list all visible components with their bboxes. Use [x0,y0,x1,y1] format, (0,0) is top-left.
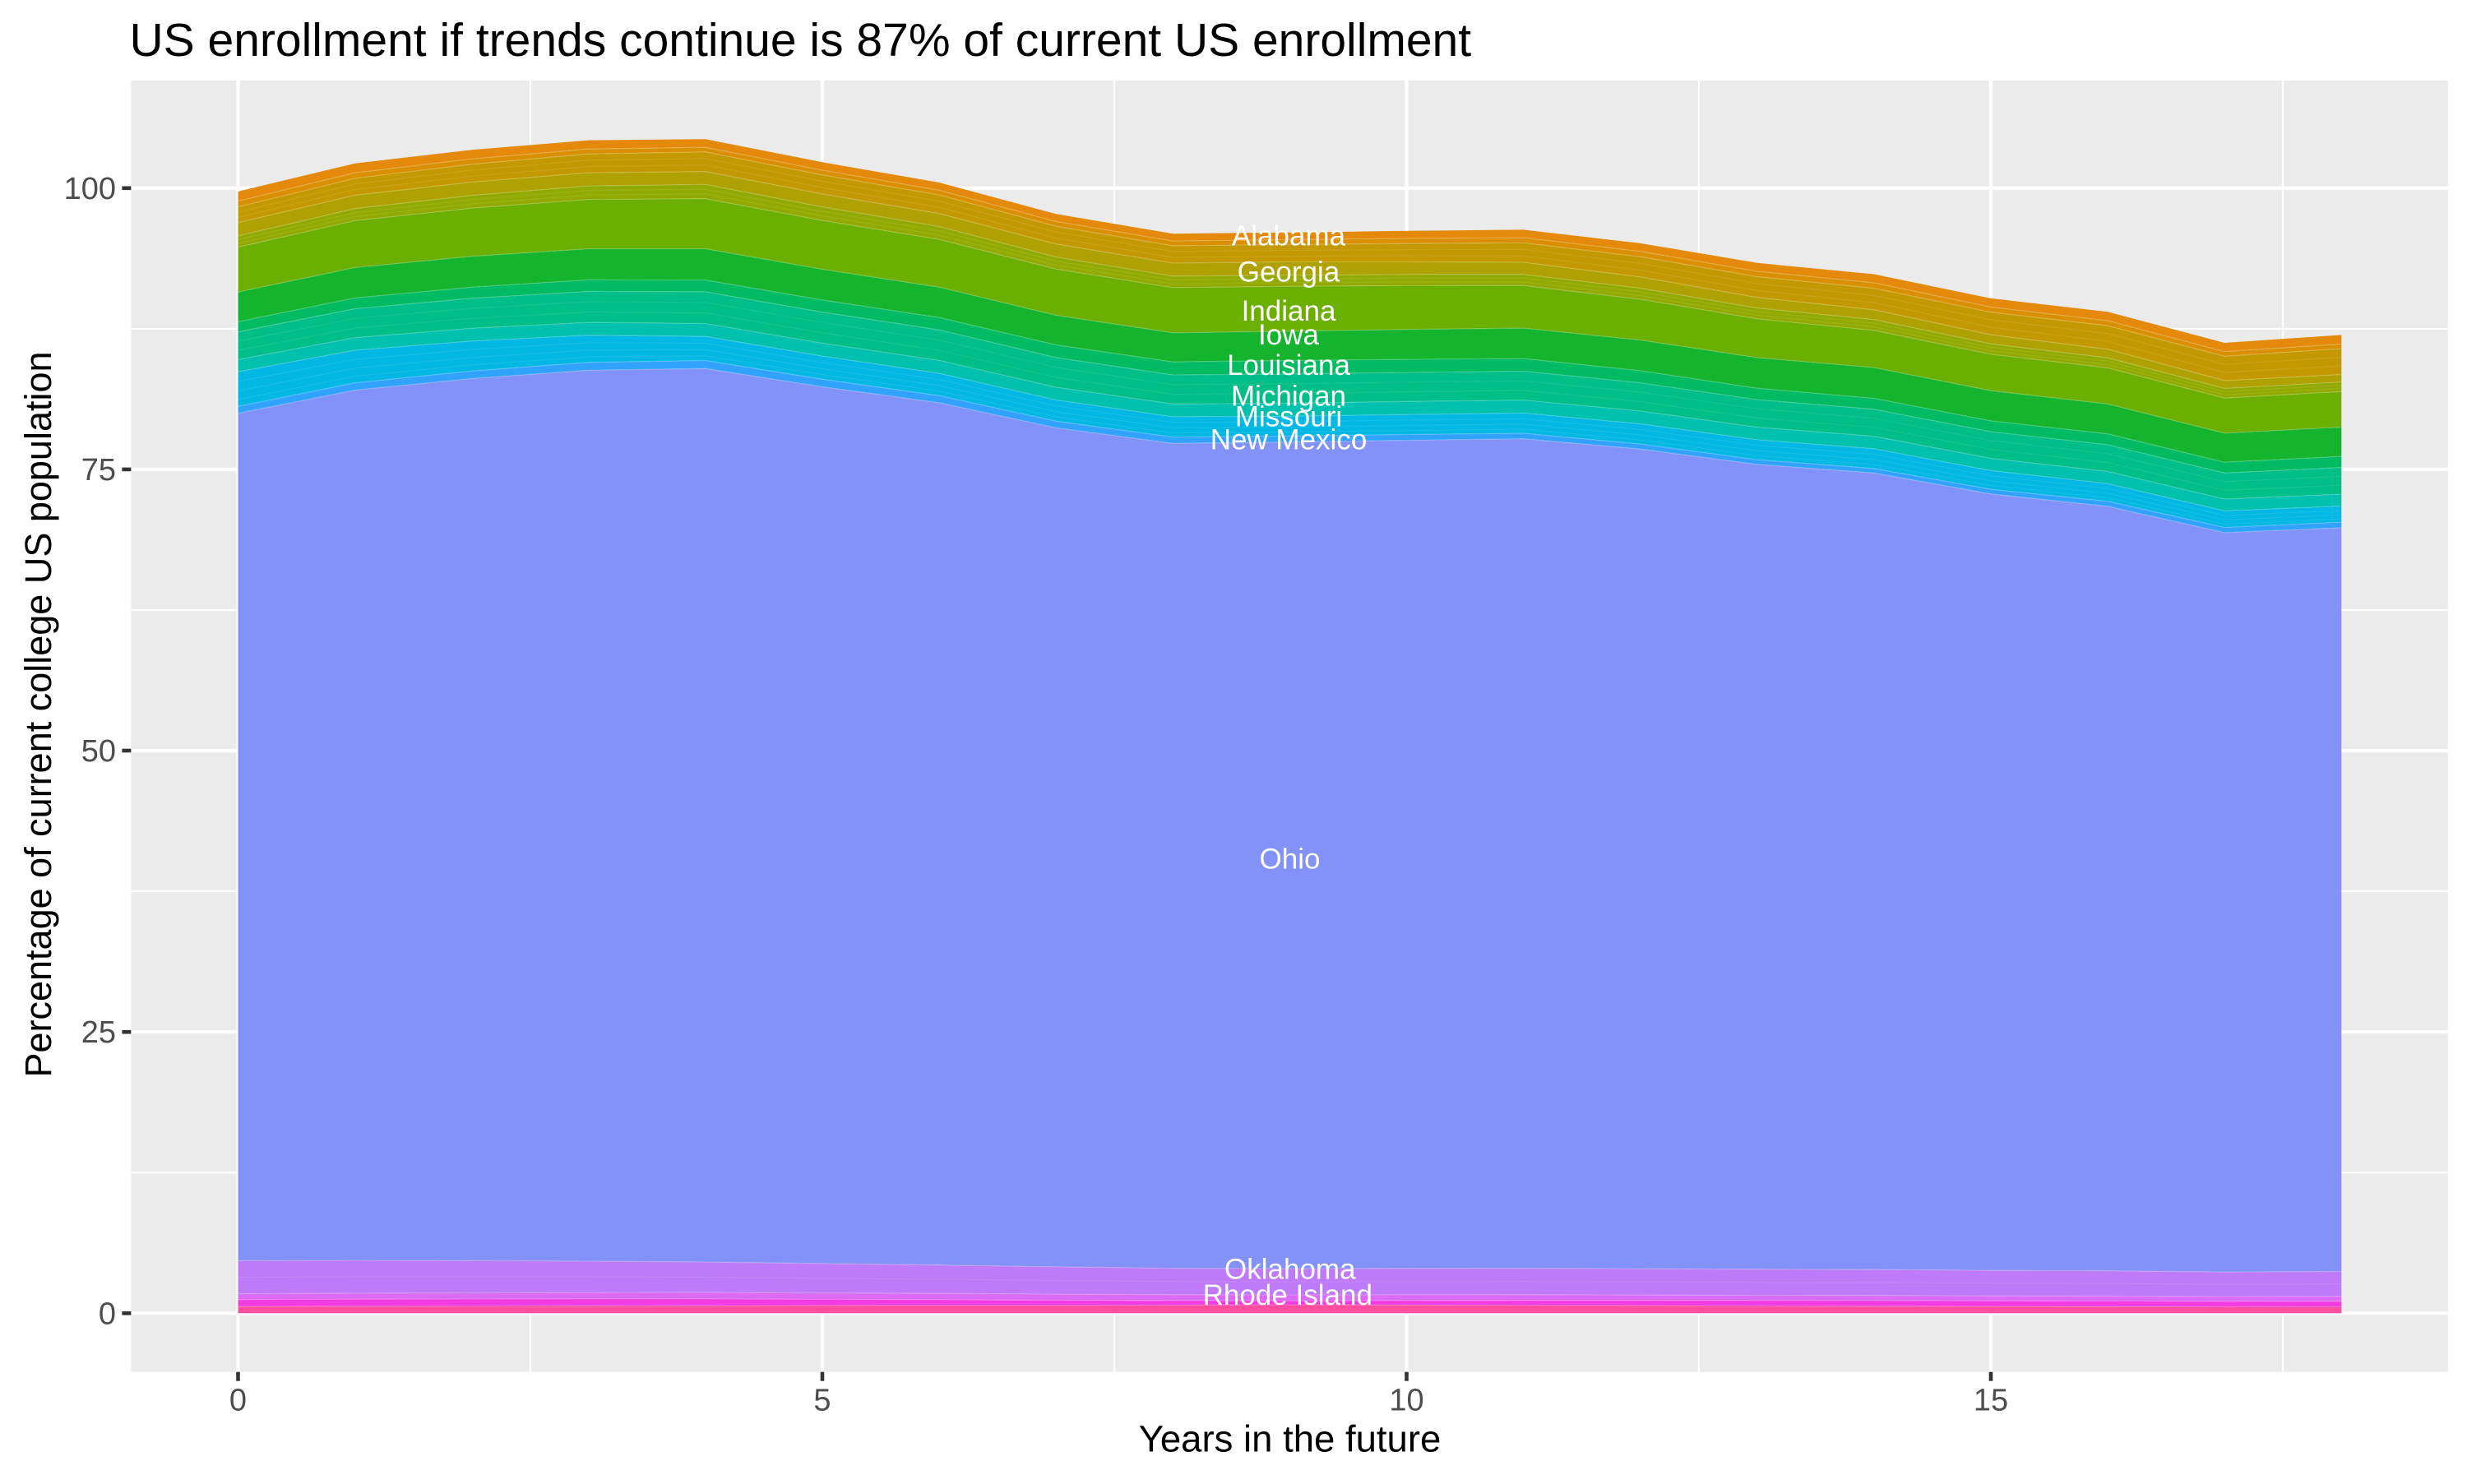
svg-text:10: 10 [1389,1384,1423,1418]
svg-text:Years in the future: Years in the future [1139,1418,1442,1460]
svg-text:50: 50 [81,734,116,769]
svg-text:5: 5 [813,1384,831,1418]
svg-text:Indiana: Indiana [1242,295,1336,327]
svg-text:Georgia: Georgia [1238,257,1340,289]
svg-text:Alabama: Alabama [1232,220,1346,252]
svg-text:Louisiana: Louisiana [1227,349,1350,381]
svg-text:Percentage of current college: Percentage of current college US populat… [17,351,59,1077]
svg-text:Oklahoma: Oklahoma [1224,1254,1356,1286]
svg-text:Ohio: Ohio [1260,844,1321,876]
svg-text:15: 15 [1974,1384,2008,1418]
svg-text:0: 0 [229,1384,247,1418]
svg-text:0: 0 [99,1297,116,1331]
svg-text:25: 25 [81,1015,116,1050]
svg-text:75: 75 [81,453,116,488]
svg-text:Michigan: Michigan [1231,381,1346,413]
svg-text:New Mexico: New Mexico [1210,424,1368,456]
svg-text:Missouri: Missouri [1235,401,1342,433]
svg-text:100: 100 [64,172,116,206]
svg-text:US enrollment if trends contin: US enrollment if trends continue is 87% … [130,14,1472,67]
svg-text:Rhode Island: Rhode Island [1203,1279,1372,1311]
svg-text:Iowa: Iowa [1258,319,1319,351]
